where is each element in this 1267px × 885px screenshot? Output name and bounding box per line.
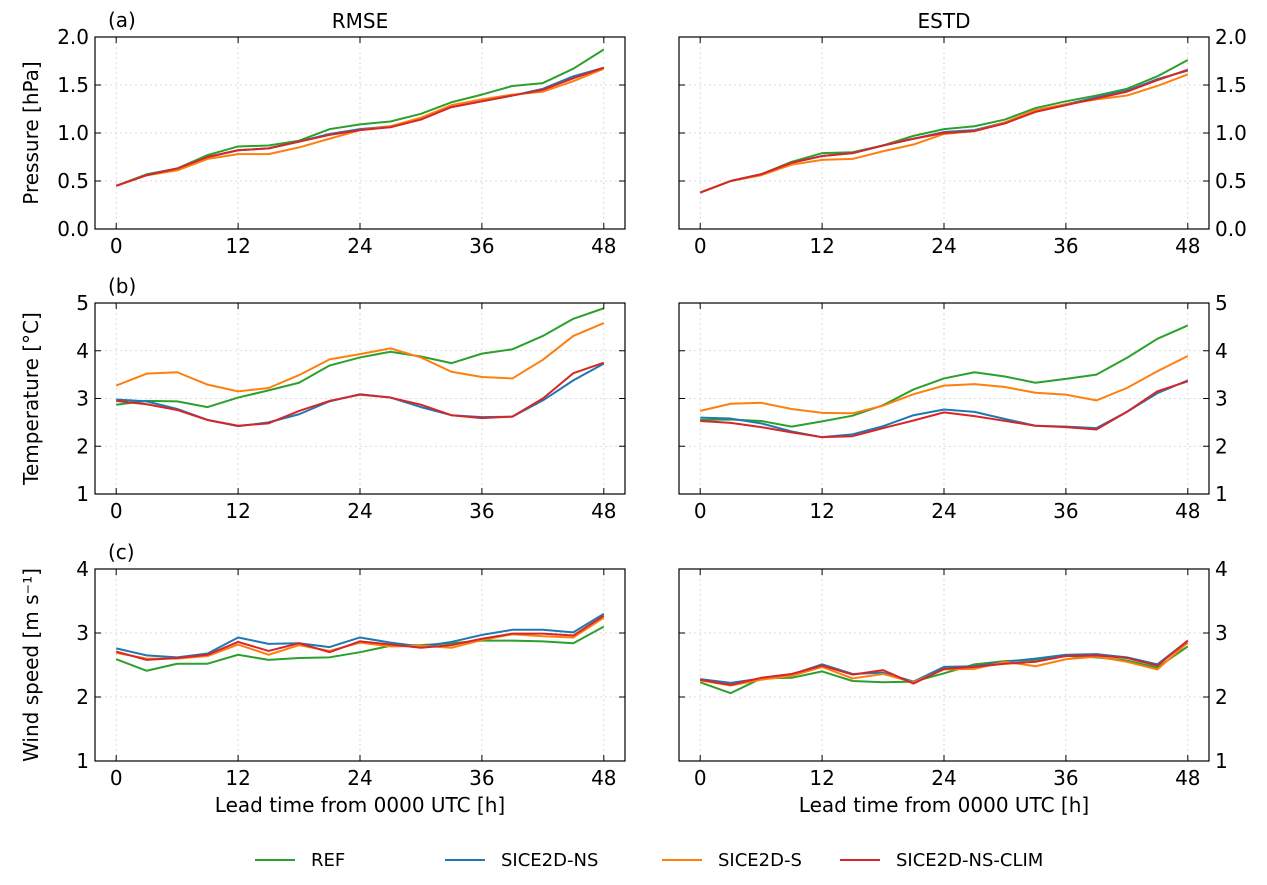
panel-letter-2: (c)	[108, 540, 135, 564]
series-line-sice2d-ns-clim-r0-p1	[699, 68, 1189, 194]
x-tick-label-r1-p1: 48	[1175, 499, 1200, 523]
y-tick-label-r1-p1: 4	[1215, 339, 1228, 363]
series-line-ref-r1-p1	[700, 324, 1189, 428]
y-axis-label-1: Temperature [°C]	[19, 312, 43, 486]
x-tick-label-r1-p1: 0	[694, 499, 707, 523]
y-tick-label-r0-p0: 1.5	[57, 73, 89, 97]
x-tick-label-r0-p1: 36	[1053, 234, 1078, 258]
y-tick-label-r2-p1: 1	[1215, 749, 1228, 773]
y-tick-label-r1-p0: 1	[76, 482, 89, 506]
series-line-sice2d-s-r1-p1	[699, 355, 1189, 415]
x-tick-label-r2-p0: 36	[469, 766, 494, 790]
y-tick-label-r1-p0: 5	[76, 291, 89, 315]
x-tick-label-r0-p0: 24	[347, 234, 372, 258]
legend-label-ref: REF	[311, 850, 345, 871]
series-line-sice2d-ns-r2-p0	[115, 612, 605, 659]
y-tick-label-r1-p0: 2	[76, 434, 89, 458]
x-tick-label-r0-p1: 48	[1175, 234, 1200, 258]
legend-label-sice2d-ns: SICE2D-NS	[501, 850, 598, 871]
y-tick-label-r0-p1: 0.5	[1215, 169, 1247, 193]
x-tick-label-r1-p1: 24	[931, 499, 956, 523]
series-line-sice2d-ns-clim-r1-p1	[700, 380, 1189, 439]
y-tick-label-r0-p1: 1.0	[1215, 121, 1247, 145]
series-line-sice2d-s-r2-p0	[116, 616, 605, 660]
column-title-1: ESTD	[918, 9, 971, 33]
x-tick-label-r1-p0: 12	[225, 499, 250, 523]
panel-letter-1: (b)	[108, 274, 136, 298]
legend-label-sice2d-s: SICE2D-S	[718, 850, 802, 871]
x-tick-label-r2-p1: 0	[694, 766, 707, 790]
x-tick-label-r1-p1: 12	[809, 499, 834, 523]
x-tick-label-r2-p0: 0	[110, 766, 123, 790]
y-tick-label-r0-p0: 2.0	[57, 25, 89, 49]
x-tick-label-r1-p0: 0	[110, 499, 123, 523]
x-axis-label-1: Lead time from 0000 UTC [h]	[799, 793, 1089, 817]
series-line-ref-r0-p0	[115, 48, 605, 187]
series-line-sice2d-ns-clim-r2-p0	[115, 614, 605, 661]
x-tick-label-r0-p1: 0	[694, 234, 707, 258]
y-tick-label-r2-p1: 4	[1215, 557, 1228, 581]
x-tick-label-r1-p0: 24	[347, 499, 372, 523]
y-tick-label-r2-p0: 1	[76, 749, 89, 773]
y-axis-label-0: Pressure [hPa]	[19, 61, 43, 204]
y-tick-label-r0-p0: 0.5	[57, 169, 89, 193]
y-tick-label-r2-p0: 3	[76, 621, 89, 645]
x-tick-label-r0-p0: 12	[225, 234, 250, 258]
y-tick-label-r0-p0: 1.0	[57, 121, 89, 145]
x-tick-label-r2-p1: 24	[931, 766, 956, 790]
y-tick-label-r2-p1: 2	[1215, 685, 1228, 709]
y-tick-label-r1-p0: 3	[76, 387, 89, 411]
x-tick-label-r1-p1: 36	[1053, 499, 1078, 523]
x-tick-label-r1-p0: 48	[591, 499, 616, 523]
panel-letter-0: (a)	[108, 8, 136, 32]
y-tick-label-r1-p1: 1	[1215, 482, 1228, 506]
x-tick-label-r0-p0: 48	[591, 234, 616, 258]
x-tick-label-r2-p1: 36	[1053, 766, 1078, 790]
y-tick-label-r2-p1: 3	[1215, 621, 1228, 645]
series-line-sice2d-ns-clim-r1-p0	[116, 361, 605, 427]
series-line-ref-r2-p0	[115, 625, 605, 672]
series-line-sice2d-s-r1-p0	[115, 322, 605, 393]
y-tick-label-r1-p0: 4	[76, 339, 89, 363]
series-line-ref-r1-p0	[116, 307, 605, 409]
y-tick-label-r2-p0: 4	[76, 557, 89, 581]
y-tick-label-r0-p1: 1.5	[1215, 73, 1247, 97]
y-tick-label-r1-p1: 5	[1215, 291, 1228, 315]
x-tick-label-r0-p1: 12	[809, 234, 834, 258]
x-tick-label-r0-p0: 36	[469, 234, 494, 258]
series-line-sice2d-ns-clim-r2-p1	[700, 639, 1189, 686]
y-tick-label-r0-p1: 0.0	[1215, 217, 1247, 241]
x-tick-label-r2-p0: 24	[347, 766, 372, 790]
x-tick-label-r2-p0: 48	[591, 766, 616, 790]
y-tick-label-r0-p0: 0.0	[57, 217, 89, 241]
x-tick-label-r2-p1: 12	[809, 766, 834, 790]
legend-label-sice2d-ns-clim: SICE2D-NS-CLIM	[896, 850, 1043, 871]
x-tick-label-r2-p0: 12	[225, 766, 250, 790]
y-axis-label-2: Wind speed [m s⁻¹]	[19, 568, 43, 762]
y-tick-label-r2-p0: 2	[76, 685, 89, 709]
y-tick-label-r1-p1: 3	[1215, 387, 1228, 411]
x-tick-label-r2-p1: 48	[1175, 766, 1200, 790]
x-tick-label-r0-p1: 24	[931, 234, 956, 258]
x-tick-label-r1-p0: 36	[469, 499, 494, 523]
y-tick-label-r0-p1: 2.0	[1215, 25, 1247, 49]
column-title-0: RMSE	[332, 9, 388, 33]
x-tick-label-r0-p0: 0	[110, 234, 123, 258]
series-line-sice2d-ns-clim-r0-p0	[115, 66, 605, 187]
y-tick-label-r1-p1: 2	[1215, 434, 1228, 458]
x-axis-label-0: Lead time from 0000 UTC [h]	[215, 793, 505, 817]
